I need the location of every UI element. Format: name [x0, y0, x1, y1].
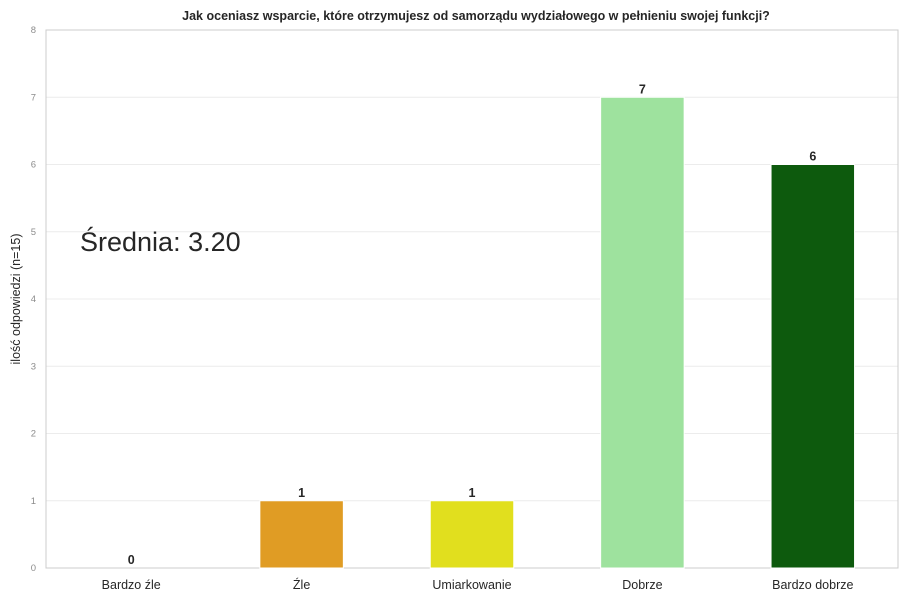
x-tick-label: Źle — [293, 577, 310, 592]
y-tick-label: 6 — [31, 160, 36, 171]
y-tick-label: 8 — [31, 25, 36, 36]
y-tick-label: 2 — [31, 429, 36, 440]
bar — [600, 96, 685, 569]
y-tick-label: 4 — [31, 294, 36, 305]
y-axis-ticks: 0 1 2 3 4 5 6 7 8 — [31, 25, 36, 574]
y-tick-label: 5 — [31, 227, 36, 238]
x-tick-label: Umiarkowanie — [432, 578, 511, 592]
bar — [770, 164, 856, 569]
y-tick-label: 7 — [31, 92, 36, 103]
bar — [259, 500, 344, 569]
y-tick-label: 0 — [31, 563, 36, 574]
y-tick-label: 3 — [31, 361, 36, 372]
bars — [259, 96, 856, 569]
chart-title: Jak oceniasz wsparcie, które otrzymujesz… — [182, 9, 770, 23]
grid — [46, 96, 898, 502]
data-label: 1 — [298, 486, 305, 500]
bar — [429, 500, 515, 569]
x-tick-label: Dobrze — [622, 578, 662, 592]
mean-annotation: Średnia: 3.20 — [80, 225, 241, 257]
x-tick-label: Bardzo dobrze — [772, 578, 853, 592]
y-tick-label: 1 — [31, 496, 36, 507]
y-axis-label: ilość odpowiedzi (n=15) — [9, 234, 23, 365]
data-label: 1 — [469, 486, 476, 500]
data-label: 0 — [128, 553, 135, 567]
data-labels: 0 1 1 7 6 — [128, 82, 817, 567]
data-label: 7 — [639, 82, 646, 96]
data-label: 6 — [809, 150, 816, 164]
x-tick-label: Bardzo źle — [102, 578, 161, 592]
x-axis-ticks: Bardzo źle Źle Umiarkowanie Dobrze Bardzo do… — [102, 577, 854, 592]
